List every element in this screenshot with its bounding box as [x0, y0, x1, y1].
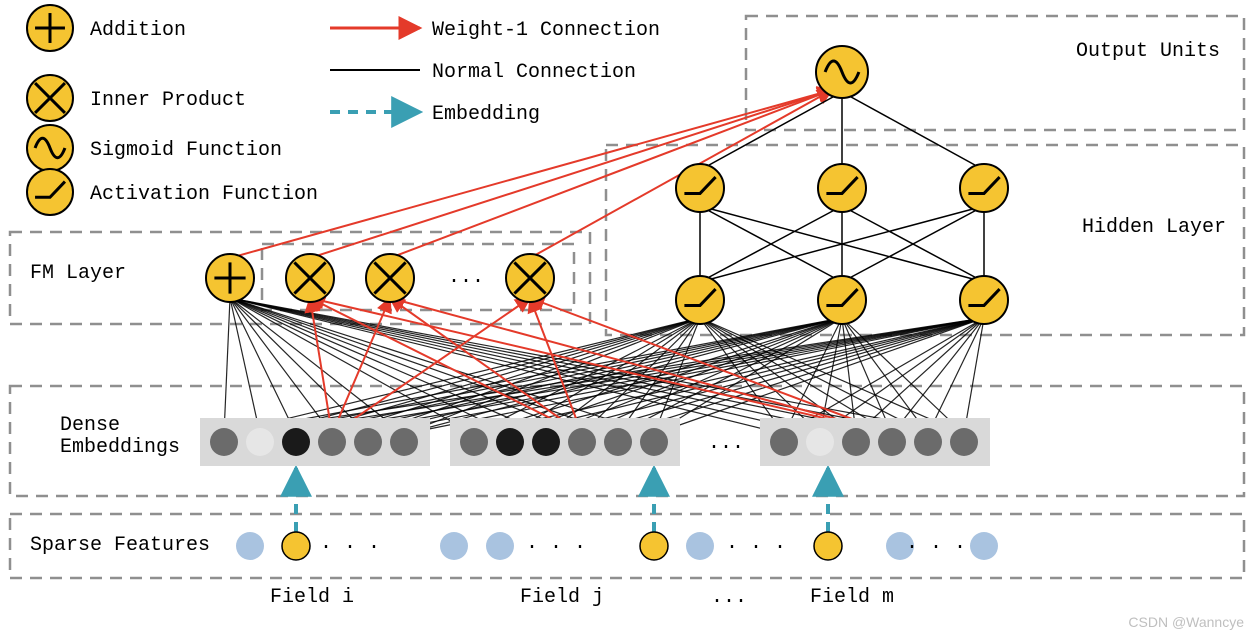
svg-text:Sparse Features: Sparse Features — [30, 534, 210, 557]
inner-node — [506, 254, 554, 302]
embedding-dot — [318, 428, 346, 456]
sigmoid-node — [27, 125, 73, 171]
inner-node — [366, 254, 414, 302]
sparse-feature-dot — [640, 532, 668, 560]
svg-text:Output Units: Output Units — [1076, 40, 1220, 63]
sparse-feature-dot — [814, 532, 842, 560]
activation-node — [818, 276, 866, 324]
activation-node — [960, 164, 1008, 212]
sparse-feature-dot — [686, 532, 714, 560]
svg-text:Embedding: Embedding — [432, 103, 540, 126]
svg-text:Field j: Field j — [520, 586, 604, 609]
addition-node — [206, 254, 254, 302]
embedding-dot — [604, 428, 632, 456]
embedding-dot — [568, 428, 596, 456]
svg-text:Inner Product: Inner Product — [90, 89, 246, 112]
svg-text:Weight-1 Connection: Weight-1 Connection — [432, 19, 660, 42]
svg-text:Field m: Field m — [810, 586, 894, 609]
sparse-feature-dot — [486, 532, 514, 560]
svg-text:Embeddings: Embeddings — [60, 436, 180, 459]
sparse-feature-dot — [282, 532, 310, 560]
svg-text:Addition: Addition — [90, 19, 186, 42]
sparse-feature-dot — [440, 532, 468, 560]
embedding-dot — [532, 428, 560, 456]
activation-node — [27, 169, 73, 215]
embedding-dot — [246, 428, 274, 456]
embedding-dot — [878, 428, 906, 456]
svg-text:Sigmoid Function: Sigmoid Function — [90, 139, 282, 162]
svg-text:Activation Function: Activation Function — [90, 183, 318, 206]
inner-node — [286, 254, 334, 302]
embedding-dot — [640, 428, 668, 456]
svg-text:FM Layer: FM Layer — [30, 262, 126, 285]
svg-text:...: ... — [711, 586, 747, 609]
embedding-dot — [282, 428, 310, 456]
activation-node — [676, 164, 724, 212]
sparse-feature-dot — [970, 532, 998, 560]
activation-node — [818, 164, 866, 212]
deepfm-architecture-diagram: Output UnitsHidden LayerFM LayerDenseEmb… — [0, 0, 1252, 634]
addition-node — [27, 5, 73, 51]
embedding-dot — [496, 428, 524, 456]
embedding-dot — [842, 428, 870, 456]
svg-text:· · ·: · · · — [906, 536, 966, 559]
watermark: CSDN @Wanncye — [1128, 614, 1244, 630]
svg-text:Field i: Field i — [270, 586, 354, 609]
inner-node — [27, 75, 73, 121]
embedding-dot — [210, 428, 238, 456]
svg-text:...: ... — [708, 432, 744, 455]
svg-text:Dense: Dense — [60, 414, 120, 437]
svg-text:Hidden Layer: Hidden Layer — [1082, 216, 1226, 239]
embedding-dot — [806, 428, 834, 456]
svg-text:· · ·: · · · — [726, 536, 786, 559]
svg-text:· · ·: · · · — [526, 536, 586, 559]
embedding-dot — [770, 428, 798, 456]
embedding-dot — [914, 428, 942, 456]
svg-text:Normal Connection: Normal Connection — [432, 61, 636, 84]
embedding-dot — [390, 428, 418, 456]
activation-node — [676, 276, 724, 324]
embedding-dot — [950, 428, 978, 456]
sparse-feature-dot — [236, 532, 264, 560]
embedding-dot — [460, 428, 488, 456]
svg-text:· · ·: · · · — [320, 536, 380, 559]
activation-node — [960, 276, 1008, 324]
embedding-dot — [354, 428, 382, 456]
sigmoid-node — [816, 46, 868, 98]
svg-text:...: ... — [448, 266, 484, 289]
